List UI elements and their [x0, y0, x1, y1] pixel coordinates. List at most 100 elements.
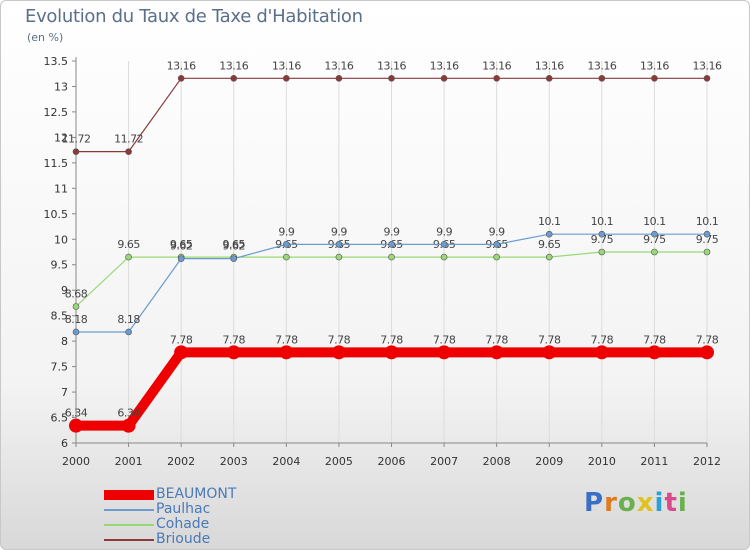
data-point-cohade: [125, 253, 132, 261]
data-point-paulhac: [440, 241, 448, 248]
legend-label-cohade: Cohade: [156, 516, 210, 532]
data-label-paulhac: 9.62: [223, 240, 246, 253]
data-point-brioude: [230, 75, 238, 82]
y-tick-label: 7: [61, 386, 68, 399]
data-label-brioude: 13.16: [377, 59, 406, 72]
legend-swatch-brioude: [104, 539, 154, 541]
data-point-beaumont: [279, 345, 294, 360]
legend-swatch-beaumont: [104, 490, 154, 500]
data-label-brioude: 13.16: [430, 59, 459, 72]
logo-letter: o: [617, 488, 637, 518]
logo-letter: r: [604, 488, 618, 518]
data-point-brioude: [72, 148, 80, 155]
y-tick-label: 12.5: [44, 106, 69, 119]
data-point-paulhac: [230, 255, 238, 262]
data-label-beaumont: 6.34: [65, 407, 88, 420]
data-point-beaumont: [437, 345, 452, 360]
data-point-brioude: [545, 75, 553, 82]
data-label-paulhac: 8.18: [65, 313, 88, 326]
data-point-paulhac: [283, 241, 290, 248]
legend-swatch-cohade: [104, 524, 154, 526]
data-point-brioude: [703, 75, 711, 82]
data-label-cohade: 8.68: [65, 287, 88, 300]
x-tick-label: 2003: [220, 455, 248, 468]
chart-title: Evolution du Taux de Taxe d'Habitation: [25, 6, 363, 27]
data-label-brioude: 13.16: [693, 59, 722, 72]
data-label-beaumont: 7.78: [538, 333, 561, 346]
data-label-paulhac: 10.1: [538, 215, 561, 228]
data-label-cohade: 9.65: [223, 238, 246, 251]
y-unit-label: (en %): [27, 31, 64, 44]
x-tick-label: 2006: [378, 455, 406, 468]
data-point-beaumont: [121, 418, 136, 433]
data-label-brioude: 13.16: [482, 59, 511, 72]
x-tick-label: 2002: [167, 455, 195, 468]
data-point-beaumont: [700, 345, 714, 360]
data-point-cohade: [440, 253, 448, 261]
data-label-paulhac: 10.1: [643, 215, 666, 228]
data-label-brioude: 13.16: [272, 59, 301, 72]
data-label-brioude: 13.16: [219, 59, 248, 72]
data-label-paulhac: 9.9: [489, 225, 505, 238]
data-label-beaumont: 6.34: [117, 407, 140, 420]
x-tick-label: 2007: [430, 455, 458, 468]
data-point-brioude: [598, 75, 606, 82]
data-label-brioude: 13.16: [587, 59, 616, 72]
data-point-beaumont: [489, 345, 504, 360]
data-point-cohade: [72, 303, 80, 310]
y-tick-label: 9: [61, 284, 68, 297]
y-tick-label: 11.5: [44, 157, 69, 170]
legend-label-paulhac: Paulhac: [156, 501, 211, 517]
x-tick-label: 2008: [483, 455, 511, 468]
data-point-beaumont: [226, 345, 241, 360]
data-point-paulhac: [177, 255, 185, 262]
data-label-cohade: 9.65: [170, 238, 193, 251]
x-tick-label: 2000: [62, 455, 90, 468]
data-point-paulhac: [493, 241, 500, 248]
y-tick-label: 10: [54, 233, 68, 246]
data-point-cohade: [703, 248, 711, 256]
y-tick-label: 9.5: [51, 259, 69, 272]
data-label-brioude: 13.16: [167, 59, 196, 72]
y-tick-label: 11: [54, 182, 68, 195]
data-point-paulhac: [335, 241, 343, 248]
data-label-paulhac: 9.62: [170, 240, 193, 253]
legend-label-beaumont: BEAUMONT: [156, 486, 237, 502]
data-label-paulhac: 10.1: [591, 215, 614, 228]
data-label-cohade: 9.75: [591, 233, 614, 246]
data-label-cohade: 9.65: [117, 238, 140, 251]
data-point-cohade: [283, 253, 290, 261]
data-point-paulhac: [598, 230, 606, 238]
y-tick-label: 10.5: [44, 208, 69, 221]
data-label-paulhac: 9.9: [384, 225, 400, 238]
data-point-beaumont: [647, 345, 662, 360]
data-label-beaumont: 7.78: [328, 333, 351, 346]
data-point-beaumont: [594, 345, 609, 360]
x-tick-label: 2004: [272, 455, 300, 468]
x-tick-label: 2009: [535, 455, 563, 468]
data-label-cohade: 9.75: [696, 233, 719, 246]
data-point-brioude: [651, 75, 658, 82]
data-label-paulhac: 9.9: [436, 225, 452, 238]
data-point-brioude: [335, 75, 343, 82]
y-tick-label: 12: [54, 131, 68, 144]
data-label-beaumont: 7.78: [380, 333, 403, 346]
logo-letter: x: [636, 488, 655, 518]
data-label-cohade: 9.75: [643, 233, 666, 246]
x-tick-label: 2001: [115, 455, 143, 468]
data-label-brioude: 13.16: [324, 59, 353, 72]
data-label-paulhac: 8.18: [117, 313, 140, 326]
logo-letter: t: [664, 488, 678, 518]
x-tick-label: 2011: [640, 455, 668, 468]
data-point-paulhac: [72, 328, 80, 336]
legend-label-brioude: Brioude: [156, 531, 211, 547]
legend-swatch-paulhac: [104, 509, 154, 511]
data-label-brioude: 13.16: [535, 59, 564, 72]
data-point-paulhac: [545, 230, 553, 238]
data-label-beaumont: 7.78: [275, 333, 298, 346]
data-point-cohade: [651, 248, 658, 256]
data-point-paulhac: [651, 230, 658, 238]
logo-letter: i: [654, 488, 665, 518]
